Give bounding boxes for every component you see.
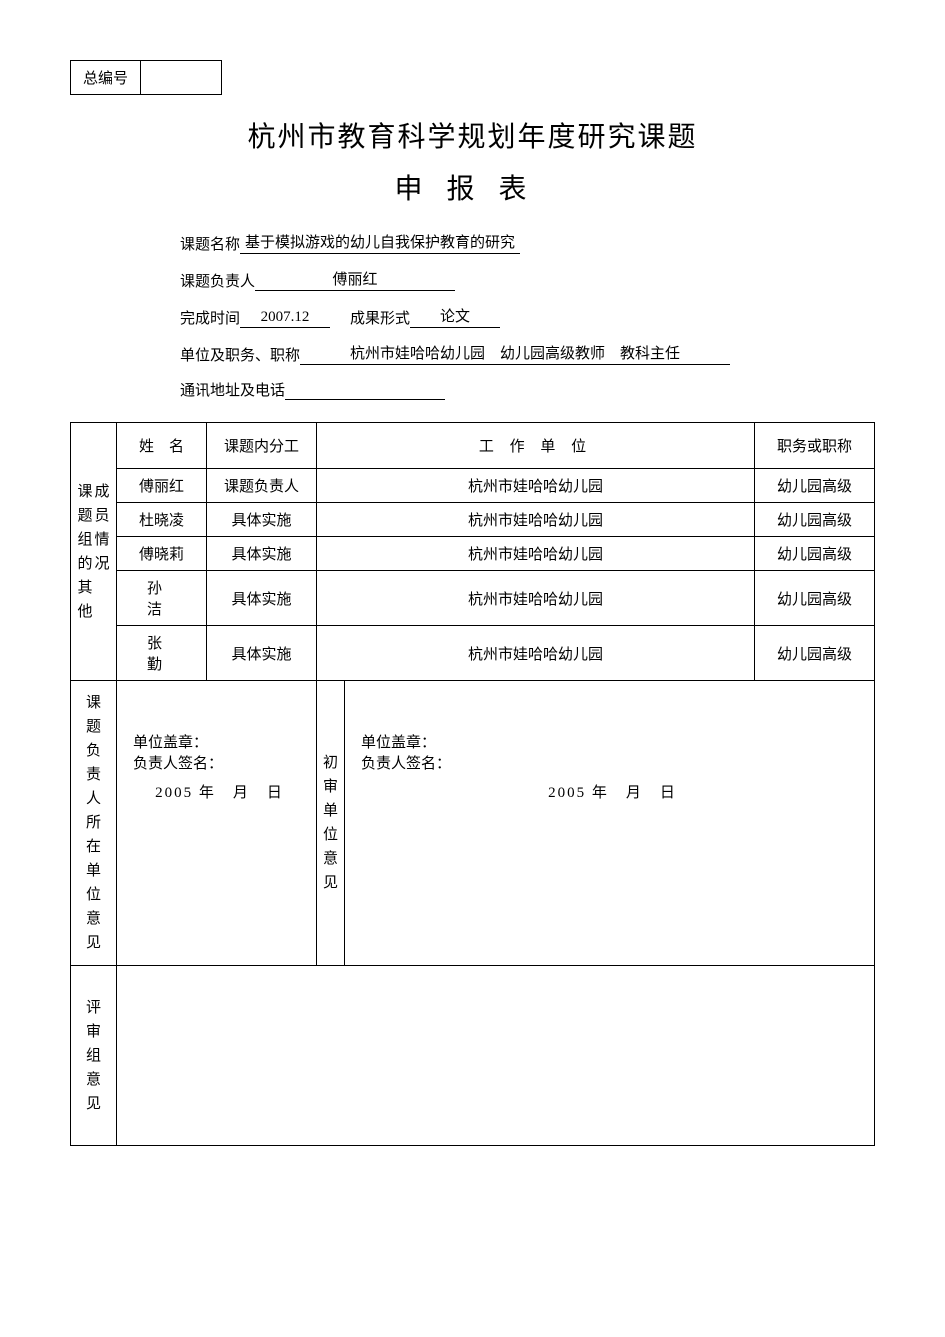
member-title: 幼儿园高级	[755, 626, 875, 681]
first-review-label: 初审单位意见	[317, 681, 345, 966]
complete-value: 2007.12	[240, 309, 330, 328]
approval-row: 课题负责人所在单位意见 单位盖章： 负责人签名： 2005 年 月 日 初审单位…	[71, 681, 875, 966]
main-table: 课题组的其他 成员情况 姓 名 课题内分工 工 作 单 位 职务或职称 傅丽红 …	[70, 422, 875, 1146]
field-complete-result: 完成时间 2007.12 成果形式 论文	[180, 305, 815, 328]
serial-value	[141, 61, 221, 94]
leader-value: 傅丽红	[255, 268, 455, 291]
addr-value	[285, 382, 445, 400]
header-role: 课题内分工	[207, 423, 317, 469]
field-leader: 课题负责人 傅丽红	[180, 268, 815, 291]
review-group-content	[117, 966, 875, 1146]
result-value: 论文	[410, 305, 500, 328]
date-2: 2005 年 月 日	[361, 781, 864, 802]
leader-label: 课题负责人	[180, 270, 255, 291]
members-header-row: 课题组的其他 成员情况 姓 名 课题内分工 工 作 单 位 职务或职称	[71, 423, 875, 469]
date-1: 2005 年 月 日	[133, 781, 306, 802]
topic-label: 课题名称	[180, 233, 240, 254]
stamp-label-1: 单位盖章：	[133, 731, 306, 752]
member-unit: 杭州市娃哈哈幼儿园	[317, 503, 755, 537]
leader-unit-signature-cell: 单位盖章： 负责人签名： 2005 年 月 日	[117, 681, 317, 966]
member-name: 孙 洁	[117, 571, 207, 626]
header-title: 职务或职称	[755, 423, 875, 469]
result-label: 成果形式	[350, 307, 410, 328]
member-title: 幼儿园高级	[755, 469, 875, 503]
member-row-4: 张 勤 具体实施 杭州市娃哈哈幼儿园 幼儿园高级	[71, 626, 875, 681]
serial-label: 总编号	[71, 61, 141, 94]
sub-title: 申报表	[70, 167, 875, 207]
members-side-label: 课题组的其他 成员情况	[71, 423, 117, 681]
member-name: 傅丽红	[117, 469, 207, 503]
review-group-label: 评审组意见	[71, 966, 117, 1146]
serial-number-box: 总编号	[70, 60, 222, 95]
member-row-0: 傅丽红 课题负责人 杭州市娃哈哈幼儿园 幼儿园高级	[71, 469, 875, 503]
topic-value: 基于模拟游戏的幼儿自我保护教育的研究	[240, 231, 520, 254]
leader-unit-opinion-label: 课题负责人所在单位意见	[71, 681, 117, 966]
member-row-2: 傅晓莉 具体实施 杭州市娃哈哈幼儿园 幼儿园高级	[71, 537, 875, 571]
first-review-signature-cell: 单位盖章： 负责人签名： 2005 年 月 日	[345, 681, 875, 966]
member-title: 幼儿园高级	[755, 537, 875, 571]
member-unit: 杭州市娃哈哈幼儿园	[317, 469, 755, 503]
form-lines: 课题名称 基于模拟游戏的幼儿自我保护教育的研究 课题负责人 傅丽红 完成时间 2…	[180, 231, 815, 400]
sign-label-2: 负责人签名：	[361, 752, 864, 773]
header-unit: 工 作 单 位	[317, 423, 755, 469]
member-row-1: 杜晓凌 具体实施 杭州市娃哈哈幼儿园 幼儿园高级	[71, 503, 875, 537]
member-role: 具体实施	[207, 571, 317, 626]
member-role: 具体实施	[207, 503, 317, 537]
field-topic: 课题名称 基于模拟游戏的幼儿自我保护教育的研究	[180, 231, 815, 254]
member-unit: 杭州市娃哈哈幼儿园	[317, 537, 755, 571]
member-row-3: 孙 洁 具体实施 杭州市娃哈哈幼儿园 幼儿园高级	[71, 571, 875, 626]
addr-label: 通讯地址及电话	[180, 379, 285, 400]
member-unit: 杭州市娃哈哈幼儿园	[317, 571, 755, 626]
complete-label: 完成时间	[180, 307, 240, 328]
member-role: 具体实施	[207, 537, 317, 571]
member-name: 傅晓莉	[117, 537, 207, 571]
review-group-row: 评审组意见	[71, 966, 875, 1146]
sign-label-1: 负责人签名：	[133, 752, 306, 773]
member-name: 张 勤	[117, 626, 207, 681]
member-name: 杜晓凌	[117, 503, 207, 537]
member-role: 具体实施	[207, 626, 317, 681]
member-title: 幼儿园高级	[755, 571, 875, 626]
member-role: 课题负责人	[207, 469, 317, 503]
field-address: 通讯地址及电话	[180, 379, 815, 400]
field-unit: 单位及职务、职称 杭州市娃哈哈幼儿园 幼儿园高级教师 教科主任	[180, 342, 815, 365]
main-title: 杭州市教育科学规划年度研究课题	[70, 115, 875, 155]
header-name: 姓 名	[117, 423, 207, 469]
stamp-label-2: 单位盖章：	[361, 731, 864, 752]
member-title: 幼儿园高级	[755, 503, 875, 537]
unit-value: 杭州市娃哈哈幼儿园 幼儿园高级教师 教科主任	[300, 342, 730, 365]
unit-label: 单位及职务、职称	[180, 344, 300, 365]
member-unit: 杭州市娃哈哈幼儿园	[317, 626, 755, 681]
